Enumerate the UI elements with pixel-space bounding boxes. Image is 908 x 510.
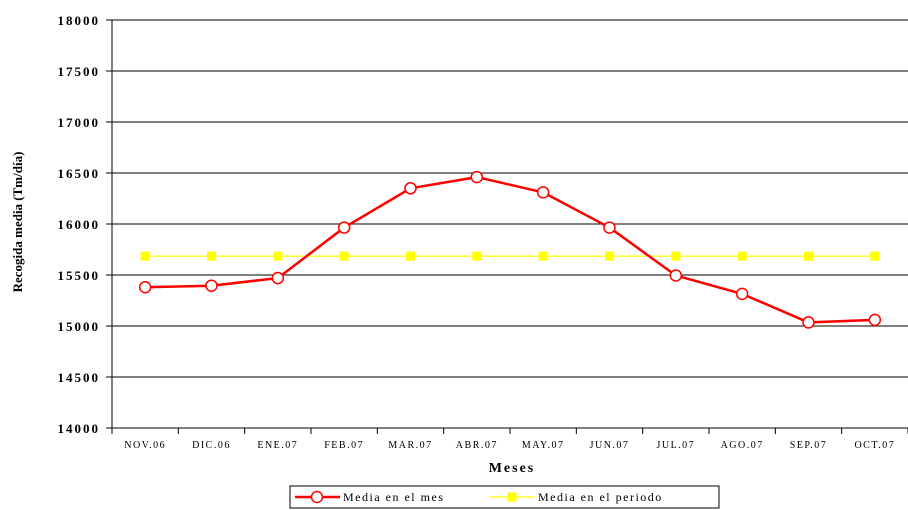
data-point [404, 182, 417, 195]
data-point [737, 251, 747, 261]
y-tick-label: 17500 [58, 64, 101, 79]
y-tick-label: 14500 [58, 370, 101, 385]
data-point [406, 251, 415, 261]
gridlines [106, 19, 908, 429]
x-tick-label: ABR.07 [456, 440, 498, 451]
x-tick-label: MAY.07 [522, 440, 565, 451]
y-tick-label: 14000 [58, 421, 101, 436]
data-point [273, 251, 283, 261]
x-tick-label: JUL.07 [656, 440, 695, 451]
x-tick-label: OCT.07 [854, 440, 895, 451]
axes [111, 20, 908, 434]
legend-label: Media en el mes [343, 490, 444, 504]
legend-label: Media en el periodo [538, 490, 663, 504]
y-tick-label: 17000 [58, 115, 101, 130]
x-tick-label: MAR.07 [388, 440, 432, 451]
data-point [671, 251, 681, 261]
x-tick-label: AGO.07 [721, 440, 764, 451]
y-axis-title: Recogida media (Tm/día) [10, 152, 25, 293]
x-tick-labels: NOV.06 DIC.06 ENE.07 FEB.07 MAR.07 ABR.07 MAY.… [124, 440, 895, 451]
y-tick-label: 15000 [58, 319, 101, 334]
data-point [868, 313, 882, 327]
y-tick-labels: 14000 14500 15000 15500 16000 16500 17000 17500… [58, 13, 101, 436]
series-monthly [138, 170, 882, 329]
x-axis-title: Meses [489, 461, 536, 476]
data-point [140, 251, 150, 261]
data-point [205, 279, 218, 292]
data-point [802, 316, 815, 329]
data-point [603, 221, 616, 234]
x-tick-label: ENE.07 [257, 440, 298, 451]
legend-swatch-marker [310, 490, 324, 504]
data-point [472, 251, 482, 261]
data-point [536, 186, 550, 199]
data-point [470, 170, 484, 184]
y-tick-label: 16000 [58, 217, 101, 232]
data-point [138, 280, 152, 294]
y-tick-label: 16500 [58, 166, 101, 181]
data-point [337, 221, 351, 234]
legend-swatch-marker [507, 492, 517, 502]
series-line [145, 175, 875, 324]
data-point [669, 269, 683, 282]
data-point [870, 251, 880, 261]
y-tick-label: 15500 [58, 268, 101, 283]
series-period [140, 251, 880, 261]
data-point [538, 251, 548, 261]
data-point [271, 271, 285, 285]
data-point [735, 287, 749, 301]
x-tick-label: DIC.06 [192, 440, 231, 451]
data-point [804, 251, 813, 261]
x-tick-label: JUN.07 [590, 440, 630, 451]
data-point [605, 251, 614, 261]
x-tick-label: NOV.06 [124, 440, 166, 451]
data-point [339, 251, 349, 261]
series-group [138, 170, 882, 329]
x-tick-label: SEP.07 [790, 440, 828, 451]
y-tick-label: 18000 [58, 13, 101, 28]
legend: Media en el mes Media en el periodo [289, 485, 720, 509]
x-tick-label: FEB.07 [324, 440, 364, 451]
data-point [207, 251, 216, 261]
